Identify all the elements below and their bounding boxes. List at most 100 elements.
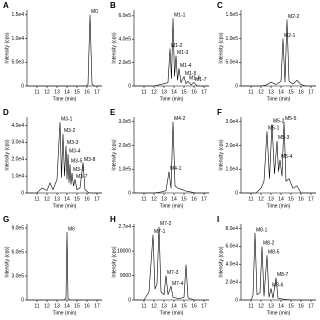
peak-label: M8-6 bbox=[272, 283, 284, 289]
x-tick-label: 11 bbox=[248, 196, 253, 202]
x-axis-title: Time (min) bbox=[160, 203, 184, 209]
y-tick-label: 4.0e4 bbox=[225, 262, 238, 268]
y-tick-label: 0 bbox=[128, 297, 131, 303]
y-tick-label: 5.0e4 bbox=[225, 60, 238, 66]
x-tick-label: 15 bbox=[288, 303, 294, 309]
x-tick-label: 16 bbox=[298, 303, 304, 309]
x-tick-label: 16 bbox=[191, 89, 197, 95]
x-tick-label: 12 bbox=[258, 303, 264, 309]
y-tick-label: 3.0e4 bbox=[225, 119, 238, 125]
x-tick-label: 13 bbox=[161, 89, 167, 95]
panel-label: D bbox=[3, 108, 9, 117]
peak-label: M3-6 bbox=[73, 167, 85, 173]
x-tick-label: 17 bbox=[201, 89, 207, 95]
x-tick-label: 17 bbox=[308, 196, 314, 202]
trace bbox=[27, 122, 102, 194]
x-axis-title: Time (min) bbox=[53, 310, 77, 316]
x-tick-label: 15 bbox=[74, 303, 80, 309]
x-tick-label: 15 bbox=[181, 89, 187, 95]
x-tick-label: 16 bbox=[84, 303, 90, 309]
x-tick-label: 14 bbox=[64, 89, 70, 95]
y-tick-label: 2.0e4 bbox=[225, 143, 238, 149]
y-axis-title: Intensity (cps) bbox=[4, 246, 10, 277]
y-axis-title: Intensity (cps) bbox=[218, 32, 224, 63]
peak-label: M3-1 bbox=[61, 116, 73, 122]
x-tick-label: 14 bbox=[171, 303, 177, 309]
peak-label: M8-5 bbox=[268, 250, 280, 256]
x-tick-label: 14 bbox=[171, 196, 177, 202]
x-axis-title: Time (min) bbox=[267, 310, 291, 316]
peak-label: M8-2 bbox=[263, 241, 275, 247]
x-tick-label: 15 bbox=[288, 89, 294, 95]
x-tick-label: 12 bbox=[258, 196, 264, 202]
y-tick-label: 1.5e5 bbox=[225, 12, 238, 18]
x-tick-label: 16 bbox=[191, 196, 197, 202]
y-tick-label: 0 bbox=[21, 190, 24, 196]
x-axis-title: Time (min) bbox=[53, 203, 77, 209]
y-tick-label: 1.0e4 bbox=[225, 167, 238, 173]
panel-label: F bbox=[217, 108, 222, 117]
x-tick-label: 15 bbox=[288, 196, 294, 202]
peak-label: M1-6 bbox=[189, 76, 201, 82]
y-tick-label: 5.0e3 bbox=[11, 60, 24, 66]
x-tick-label: 14 bbox=[64, 196, 70, 202]
x-tick-label: 13 bbox=[54, 89, 60, 95]
y-tick-label: 0 bbox=[235, 83, 238, 89]
x-tick-label: 12 bbox=[44, 196, 50, 202]
peak-label: M1-5 bbox=[185, 71, 197, 77]
y-tick-label: 0 bbox=[235, 190, 238, 196]
peak-label: M3-3 bbox=[67, 140, 79, 146]
y-axis-title: Intensity (cps) bbox=[4, 32, 10, 63]
x-tick-label: 11 bbox=[34, 89, 39, 95]
y-axis-title: Intensity (cps) bbox=[111, 139, 117, 170]
x-tick-label: 11 bbox=[34, 196, 39, 202]
peak-label: M8-7 bbox=[277, 272, 289, 278]
y-tick-label: 1.0e5 bbox=[118, 167, 131, 173]
x-tick-label: 16 bbox=[298, 89, 304, 95]
y-tick-label: 8.0e4 bbox=[225, 226, 238, 232]
x-tick-label: 15 bbox=[74, 196, 80, 202]
x-tick-label: 14 bbox=[278, 89, 284, 95]
peak-label: M5-1 bbox=[268, 126, 280, 132]
x-tick-label: 17 bbox=[94, 303, 100, 309]
x-tick-label: 15 bbox=[181, 196, 187, 202]
trace bbox=[241, 232, 316, 301]
x-tick-label: 15 bbox=[181, 303, 187, 309]
x-tick-label: 12 bbox=[151, 89, 157, 95]
y-axis-title: Intensity (cps) bbox=[111, 246, 117, 277]
x-tick-label: 12 bbox=[44, 303, 50, 309]
x-axis-title: Time (min) bbox=[53, 96, 77, 102]
peak-label: M5-5 bbox=[285, 116, 297, 122]
x-tick-label: 15 bbox=[74, 89, 80, 95]
x-tick-label: 16 bbox=[84, 89, 90, 95]
x-tick-label: 16 bbox=[298, 196, 304, 202]
panel-label: B bbox=[110, 1, 116, 10]
x-tick-label: 13 bbox=[268, 303, 274, 309]
peak-label: M1-7 bbox=[195, 77, 207, 83]
peak-label: M5-2 bbox=[273, 118, 285, 124]
peak-label: M0 bbox=[91, 9, 98, 15]
y-tick-label: 0 bbox=[235, 297, 238, 303]
peak-label: M4-1 bbox=[170, 166, 182, 172]
peak-label: M2-2 bbox=[288, 14, 300, 20]
peak-label: M7-3 bbox=[167, 270, 179, 276]
y-tick-label: 2.0e5 bbox=[118, 60, 131, 66]
x-tick-label: 17 bbox=[201, 196, 207, 202]
y-tick-label: 0 bbox=[21, 83, 24, 89]
x-tick-label: 14 bbox=[171, 89, 177, 95]
x-tick-label: 14 bbox=[278, 303, 284, 309]
x-tick-label: 11 bbox=[248, 89, 253, 95]
x-axis-title: Time (min) bbox=[160, 96, 184, 102]
x-tick-label: 14 bbox=[64, 303, 70, 309]
x-tick-label: 16 bbox=[191, 303, 197, 309]
peak-label: M3-4 bbox=[69, 148, 81, 154]
y-tick-label: 0 bbox=[128, 190, 131, 196]
panel-label: E bbox=[110, 108, 116, 117]
y-tick-label: 3.0e5 bbox=[11, 273, 24, 279]
y-tick-label: 9.0e5 bbox=[11, 225, 24, 231]
x-axis-title: Time (min) bbox=[267, 96, 291, 102]
peak-label: M3-8 bbox=[84, 157, 96, 163]
y-tick-label: 6.0e5 bbox=[11, 249, 24, 255]
